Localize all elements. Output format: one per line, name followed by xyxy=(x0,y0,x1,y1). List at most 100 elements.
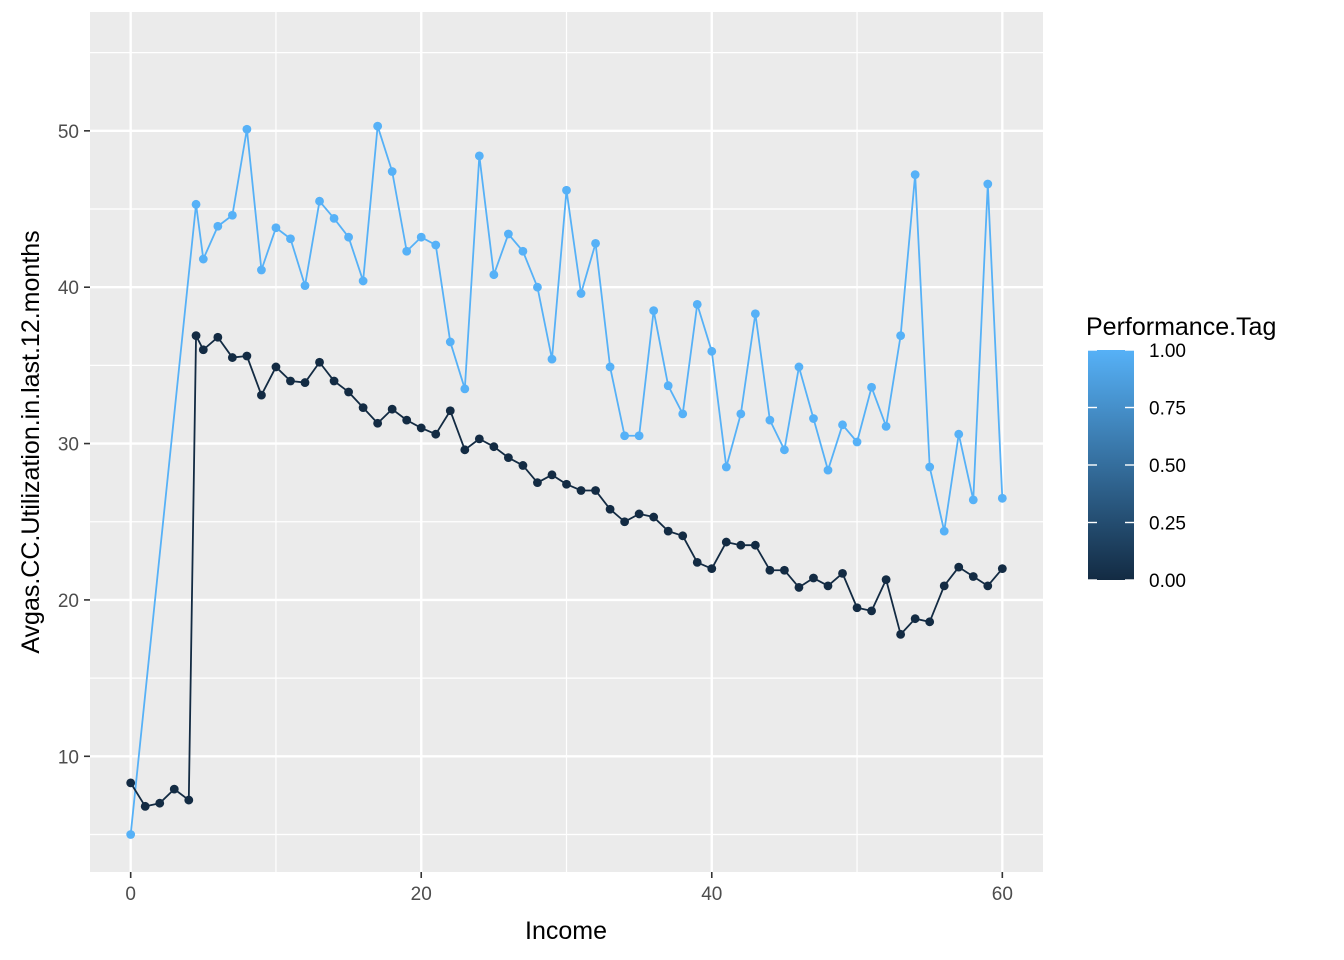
data-point xyxy=(329,214,339,223)
data-point xyxy=(431,429,441,439)
legend-tick-label: 1.00 xyxy=(1149,341,1186,362)
data-point xyxy=(126,830,136,839)
data-point xyxy=(460,445,470,455)
data-point xyxy=(591,486,600,495)
data-point xyxy=(881,421,891,431)
data-point xyxy=(533,478,542,488)
legend-title: Performance.Tag xyxy=(1086,313,1276,341)
data-point xyxy=(300,378,310,387)
data-point xyxy=(402,246,412,256)
data-point xyxy=(620,431,630,441)
data-point xyxy=(547,470,557,480)
data-point xyxy=(780,445,789,455)
data-point xyxy=(823,581,833,591)
data-point xyxy=(605,504,615,514)
data-point xyxy=(460,384,470,394)
data-point xyxy=(562,479,571,489)
x-tick-label: 40 xyxy=(701,884,722,905)
data-point xyxy=(155,798,165,808)
data-point xyxy=(954,562,964,572)
x-tick-label: 20 xyxy=(411,884,432,905)
data-point xyxy=(663,381,673,391)
data-point xyxy=(896,331,906,341)
data-point xyxy=(416,232,426,242)
y-tick-label: 20 xyxy=(58,591,79,612)
data-point xyxy=(794,583,804,592)
data-point xyxy=(692,300,702,309)
data-point xyxy=(896,629,906,639)
x-tick-label: 60 xyxy=(992,884,1013,905)
data-point xyxy=(867,606,876,616)
data-point xyxy=(286,376,295,386)
data-point xyxy=(823,465,833,475)
data-point xyxy=(968,495,978,505)
data-point xyxy=(227,210,237,220)
data-point xyxy=(344,232,353,242)
data-point xyxy=(387,167,397,176)
data-point xyxy=(358,276,368,286)
data-point xyxy=(257,265,266,275)
data-point xyxy=(474,434,484,444)
data-point xyxy=(576,289,586,298)
data-point xyxy=(198,254,208,264)
data-point xyxy=(838,568,847,578)
data-point xyxy=(794,362,804,372)
data-point xyxy=(344,387,353,397)
data-point xyxy=(373,418,383,428)
data-point xyxy=(678,409,688,419)
data-point xyxy=(474,151,484,161)
data-point xyxy=(140,801,150,811)
x-axis-title: Income xyxy=(525,917,607,945)
y-axis: 10 20 30 40 50 xyxy=(58,122,90,768)
data-point xyxy=(605,362,615,372)
data-point xyxy=(663,526,673,536)
data-point xyxy=(910,170,920,180)
data-point xyxy=(402,415,412,425)
legend-tick-label: 0.50 xyxy=(1149,456,1186,477)
legend-tick-label: 0.75 xyxy=(1149,399,1186,420)
data-point xyxy=(315,357,324,367)
data-point xyxy=(634,431,644,441)
data-point xyxy=(925,462,935,472)
data-point xyxy=(242,351,252,361)
data-point xyxy=(707,564,717,574)
data-point xyxy=(191,331,201,341)
data-point xyxy=(838,420,847,430)
data-point xyxy=(126,778,136,788)
data-point xyxy=(620,517,630,527)
y-tick-label: 50 xyxy=(58,122,79,143)
data-point xyxy=(968,572,978,581)
data-point xyxy=(257,390,266,400)
series-layer xyxy=(126,121,1007,839)
data-point xyxy=(997,564,1007,574)
legend-ticks: 0.00 0.25 0.50 0.75 1.00 xyxy=(1088,341,1186,592)
data-point xyxy=(997,493,1007,503)
series-line-tag-1 xyxy=(129,125,1004,835)
data-point xyxy=(939,526,949,536)
data-point xyxy=(591,239,600,248)
data-point xyxy=(867,382,876,392)
data-point xyxy=(736,540,746,550)
y-axis-title: Avgas.CC.Utilization.in.last.12.months xyxy=(17,230,45,653)
data-point xyxy=(809,414,818,423)
x-axis: 0 20 40 60 xyxy=(125,872,1013,905)
data-point xyxy=(707,346,717,356)
data-point xyxy=(925,617,935,627)
data-point xyxy=(227,353,237,362)
data-point xyxy=(910,614,920,624)
data-point xyxy=(562,185,571,195)
data-point xyxy=(983,581,993,591)
data-point xyxy=(198,345,208,355)
data-point xyxy=(503,229,513,239)
data-point xyxy=(954,429,964,439)
series-line-tag-0 xyxy=(129,334,1004,808)
data-point xyxy=(271,362,281,372)
data-point xyxy=(373,121,383,131)
legend-tick-label: 0.00 xyxy=(1149,571,1186,592)
data-point xyxy=(387,404,397,414)
data-point xyxy=(634,509,644,519)
data-point xyxy=(547,354,557,364)
data-point xyxy=(184,795,194,805)
data-point xyxy=(213,221,223,231)
